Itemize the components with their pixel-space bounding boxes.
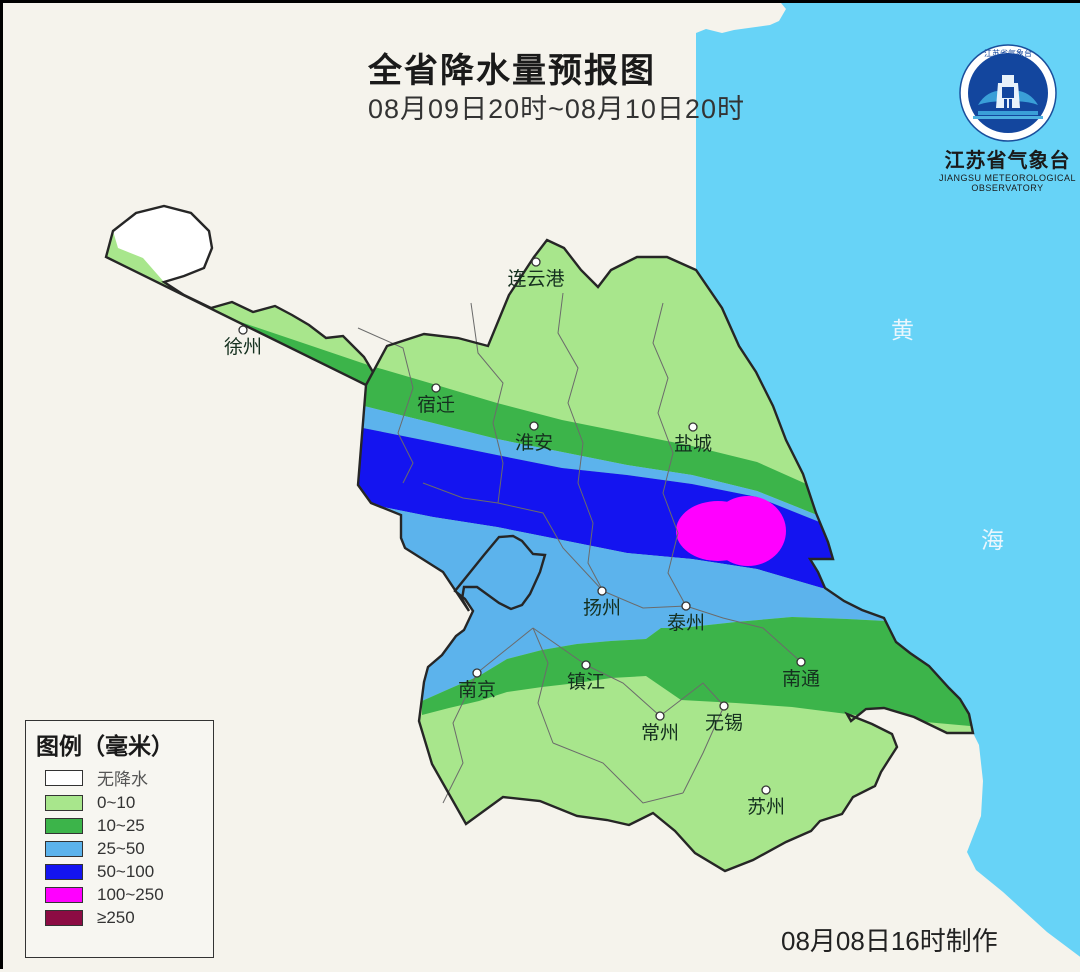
- svg-text:江苏省气象台: 江苏省气象台: [984, 48, 1032, 58]
